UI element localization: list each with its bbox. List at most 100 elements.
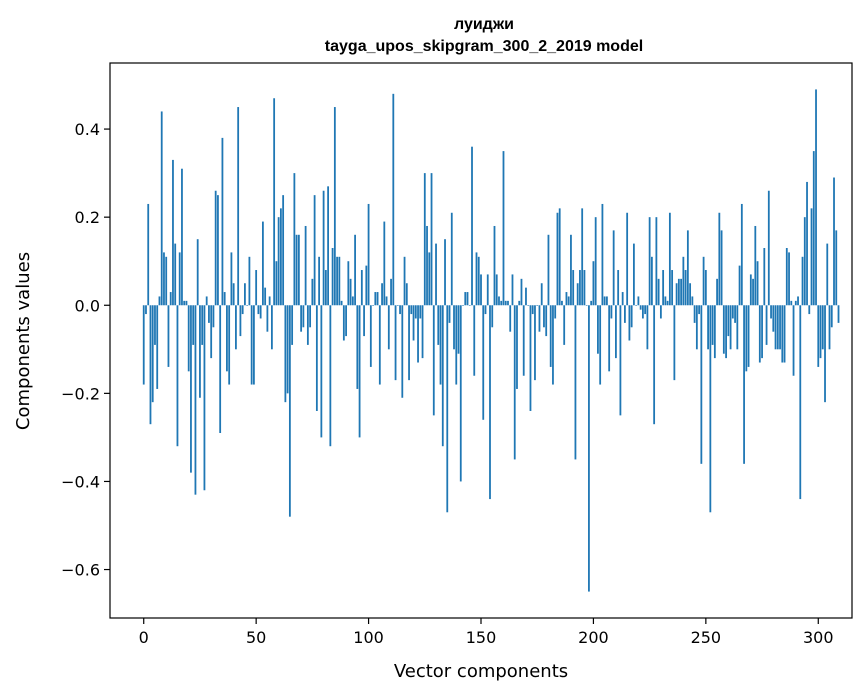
bar [190, 305, 192, 473]
x-tick-label: 300 [803, 628, 834, 647]
bar [806, 181, 808, 306]
bar [405, 283, 408, 306]
bar [781, 305, 784, 363]
bar [437, 305, 440, 345]
bar [457, 305, 460, 354]
bar [579, 270, 581, 306]
bar [446, 305, 449, 513]
bar [504, 300, 507, 306]
bar [513, 305, 516, 460]
bar [615, 305, 617, 359]
bar [668, 212, 671, 306]
bar [435, 243, 437, 306]
bar [765, 305, 768, 345]
bar [691, 296, 694, 306]
bar [500, 300, 503, 306]
bar [205, 296, 208, 306]
bar [594, 217, 597, 306]
bar [619, 305, 622, 416]
bar [244, 283, 246, 306]
bar [302, 305, 305, 328]
bar [286, 305, 289, 394]
bar [516, 305, 518, 389]
bar [336, 256, 338, 306]
bar [410, 305, 413, 315]
bar [151, 305, 154, 403]
bar [747, 305, 750, 367]
bar [181, 168, 183, 306]
bar [554, 305, 557, 319]
bar [545, 305, 548, 337]
bar [779, 305, 781, 350]
bar [169, 292, 172, 306]
bar [767, 190, 770, 306]
bar [232, 283, 235, 306]
bar [453, 305, 455, 350]
bar [187, 305, 190, 372]
bar [345, 305, 347, 337]
bar [502, 151, 505, 306]
bar [194, 305, 197, 495]
bar [565, 292, 568, 306]
bar [756, 261, 759, 306]
bar [581, 208, 584, 306]
bar [484, 305, 487, 315]
bar [300, 305, 303, 332]
bar [392, 93, 395, 306]
bar [522, 305, 525, 376]
bar [295, 234, 298, 306]
bar [673, 305, 676, 381]
bar [333, 107, 336, 306]
bar [718, 212, 721, 306]
bar [794, 300, 797, 306]
bar [547, 234, 550, 306]
bar [628, 305, 631, 341]
bar [304, 225, 307, 306]
bar [363, 305, 365, 337]
bar [585, 305, 588, 306]
bar [743, 305, 745, 464]
bar [567, 296, 570, 306]
bar [738, 265, 741, 306]
x-axis-ticks: 0 50 100 150 200 250 300 [139, 618, 834, 647]
bar [486, 274, 489, 306]
bar [790, 300, 793, 306]
bar [396, 305, 399, 306]
bar [354, 234, 356, 306]
bar [617, 270, 620, 306]
bar [682, 256, 685, 306]
bar [356, 305, 359, 389]
bar [275, 261, 278, 306]
bar [540, 283, 543, 306]
bar [358, 305, 361, 438]
bar [237, 107, 240, 306]
bar [812, 151, 815, 306]
bar [792, 305, 795, 376]
bar [268, 296, 271, 306]
bar [439, 305, 442, 385]
bar [785, 248, 788, 306]
bar [639, 305, 642, 310]
bar [318, 256, 321, 306]
bar [716, 278, 718, 306]
x-tick-label: 50 [246, 628, 266, 647]
x-tick-label: 250 [691, 628, 722, 647]
bar [646, 305, 649, 350]
bar [320, 305, 323, 438]
bar [471, 146, 473, 306]
bar [217, 195, 219, 306]
bar [835, 230, 838, 306]
bar [543, 305, 545, 328]
bar [293, 173, 296, 306]
bar [648, 217, 651, 306]
bar [390, 278, 392, 306]
bar [630, 305, 633, 328]
bar [606, 296, 608, 306]
bar [552, 305, 554, 385]
bar [288, 305, 291, 517]
bar [650, 256, 653, 306]
bar [761, 305, 763, 359]
bar [797, 296, 799, 306]
bar [192, 305, 195, 345]
bar [698, 305, 701, 315]
